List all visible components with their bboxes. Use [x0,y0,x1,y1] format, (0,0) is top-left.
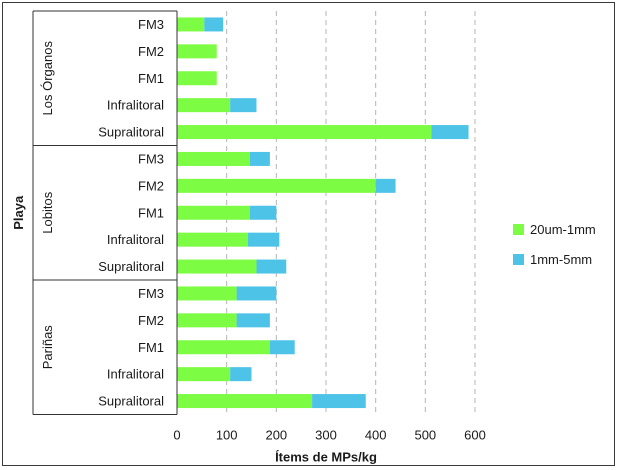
bar-segment-small [177,125,432,140]
bar-segment-large [269,340,295,355]
group-label: Los Órganos [40,41,55,116]
bar-segment-large [236,286,277,301]
bar-segment-small [177,178,376,193]
category-axis [32,10,178,415]
x-tick-label: 100 [216,428,238,443]
x-tick-label: 400 [365,428,387,443]
category-labels: FM3 FM2 FM1 Infralitoral Supralitoral FM3 FM2 F… [40,17,164,409]
legend: 20um-1mm 1mm-5mm [513,222,596,267]
bar-segment-small [177,232,249,247]
bar-segment-large [431,125,469,140]
bar-segment-large [204,17,224,32]
bar-segment-small [177,71,217,86]
bar-segment-small [177,394,313,409]
bar-segment-large [375,178,396,193]
category-label: FM3 [138,151,164,166]
category-label: Infralitoral [107,367,164,382]
category-label: FM1 [138,340,164,355]
bar-segment-large [312,394,366,409]
bar-segment-large [248,232,280,247]
bar-segment-large [256,259,287,274]
y-axis-title: Playa [11,195,26,230]
category-label: FM2 [138,178,164,193]
legend-swatch [513,224,524,235]
group-label: Lobitos [40,191,55,233]
bar-segment-small [177,98,231,113]
chart-frame: FM3 FM2 FM1 Infralitoral Supralitoral FM3 FM2 F… [2,2,615,466]
bar-segment-small [177,259,257,274]
bar-segment-large [236,313,270,328]
bar-segment-small [177,44,217,59]
category-label: Infralitoral [107,98,164,113]
legend-label: 1mm-5mm [530,252,592,267]
bars [177,17,469,409]
x-tick-label: 500 [414,428,436,443]
bar-segment-large [250,151,270,166]
bar-segment-large [250,205,277,220]
legend-label: 20um-1mm [530,222,596,237]
category-label: Supralitoral [98,259,164,274]
bar-segment-small [177,367,231,382]
x-tick-label: 600 [464,428,486,443]
bar-segment-small [177,17,205,32]
bar-segment-large [230,367,252,382]
category-label: FM1 [138,205,164,220]
bar-segment-small [177,340,270,355]
bar-segment-small [177,313,237,328]
legend-swatch [513,254,524,265]
bar-segment-small [177,286,237,301]
category-label: Supralitoral [98,394,164,409]
category-label: FM3 [138,17,164,32]
x-axis-title: Ítems de MPs/kg [275,450,377,465]
category-label: FM2 [138,313,164,328]
category-label: FM3 [138,286,164,301]
stacked-bar-chart: FM3 FM2 FM1 Infralitoral Supralitoral FM3 FM2 F… [11,10,596,465]
category-label: Supralitoral [98,125,164,140]
category-label: FM1 [138,71,164,86]
category-label: FM2 [138,44,164,59]
group-label: Pariñas [40,325,55,370]
x-tick-labels: 0 100 200 300 400 500 600 [173,428,485,443]
bar-segment-small [177,151,251,166]
category-label: Infralitoral [107,232,164,247]
x-tick-label: 200 [265,428,287,443]
x-tick-label: 0 [173,428,180,443]
x-tick-label: 300 [315,428,337,443]
bar-segment-large [230,98,257,113]
bar-segment-small [177,205,251,220]
